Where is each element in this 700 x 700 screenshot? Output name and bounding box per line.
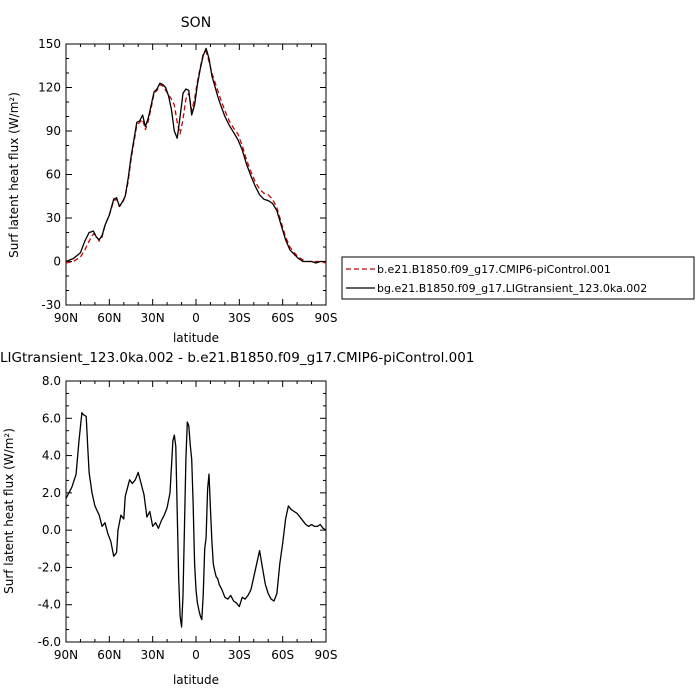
y-axis-label: Surf latent heat flux (W/m²) <box>2 428 16 594</box>
x-tick-label: 0 <box>192 648 200 662</box>
x-tick-label: 0 <box>192 311 200 325</box>
x-tick-label: 90N <box>54 648 78 662</box>
series-line-1 <box>65 412 327 628</box>
y-tick-label: -30 <box>41 298 61 312</box>
x-tick-label: 30S <box>228 648 251 662</box>
y-tick-label: -2.0 <box>38 560 61 574</box>
chart-title: LIGtransient_123.0ka.002 - b.e21.B1850.f… <box>0 350 474 366</box>
y-tick-label: 8.0 <box>42 374 61 388</box>
plot-area: -6.0 -4.0 -2.0 0.0 2.0 4.0 6.0 8.0 90N 60N 30N 0 30S… <box>38 374 338 662</box>
x-tick-label: 30N <box>141 648 165 662</box>
y-tick-label: -6.0 <box>38 635 61 649</box>
series-line-1 <box>65 50 327 264</box>
y-tick-label: 150 <box>38 37 61 51</box>
y-tick-label: 60 <box>46 168 61 182</box>
x-tick-label: 90S <box>315 311 338 325</box>
legend-box <box>341 256 695 300</box>
y-tick-label: 90 <box>46 124 61 138</box>
y-tick-label: 0 <box>53 255 61 269</box>
legend-label-series-2: bg.e21.B1850.f09_g17.LIGtransient_123.0k… <box>377 282 647 295</box>
x-tick-label: 30N <box>141 311 165 325</box>
chart-title: SON <box>181 15 211 31</box>
y-axis-label: Surf latent heat flux (W/m²) <box>7 92 21 258</box>
x-tick-label: 60N <box>97 311 121 325</box>
x-tick-label: 90N <box>54 311 78 325</box>
legend: b.e21.B1850.f09_g17.CMIP6-piControl.001 … <box>341 256 695 300</box>
series-line-2 <box>65 47 326 264</box>
y-tick-label: 120 <box>38 81 61 95</box>
y-tick-label: 2.0 <box>42 486 61 500</box>
x-tick-label: 30S <box>228 311 251 325</box>
y-tick-label: 30 <box>46 211 61 225</box>
y-tick-label: -4.0 <box>38 598 61 612</box>
x-tick-label: 60N <box>97 648 121 662</box>
plot-frame <box>65 43 327 306</box>
y-tick-label: 4.0 <box>42 449 61 463</box>
x-tick-label: 90S <box>315 648 338 662</box>
x-axis-label: latitude <box>173 331 219 345</box>
legend-label-series-1: b.e21.B1850.f09_g17.CMIP6-piControl.001 <box>377 263 611 276</box>
x-axis-label: latitude <box>173 673 219 687</box>
y-tick-label: 6.0 <box>42 411 61 425</box>
x-tick-label: 60S <box>271 311 294 325</box>
plot-area: -30 0 30 60 90 120 150 90N 60N 30N 0 30S 60S 90S <box>38 37 337 325</box>
chart-bottom: LIGtransient_123.0ka.002 - b.e21.B1850.f… <box>0 350 474 687</box>
y-tick-label: 0.0 <box>42 523 61 537</box>
x-tick-label: 60S <box>271 648 294 662</box>
